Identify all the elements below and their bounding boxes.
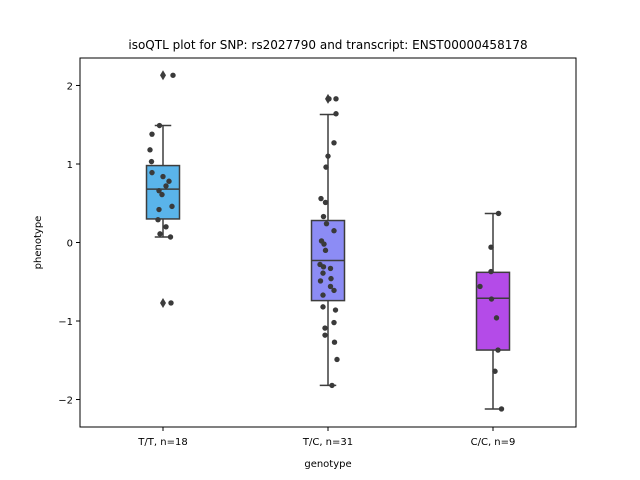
- data-point: [156, 122, 163, 129]
- y-axis: 2 1 0 −1 −2: [58, 81, 80, 407]
- chart-title: isoQTL plot for SNP: rs2027790 and trans…: [128, 38, 527, 52]
- data-point: [149, 169, 155, 176]
- box-group: [145, 70, 181, 308]
- data-point: [495, 210, 502, 217]
- data-point: [318, 195, 324, 202]
- data-point: [322, 199, 329, 206]
- outlier-marker: [160, 297, 166, 308]
- data-point: [321, 241, 327, 247]
- data-point: [320, 264, 327, 270]
- data-point: [331, 319, 337, 326]
- data-point: [331, 228, 337, 234]
- data-point: [157, 231, 163, 237]
- data-point: [333, 96, 339, 102]
- data-point: [477, 283, 483, 290]
- data-point: [148, 158, 155, 165]
- data-point: [493, 315, 500, 321]
- data-point: [327, 265, 334, 272]
- data-point: [160, 173, 166, 180]
- data-point: [320, 292, 326, 298]
- data-point: [322, 325, 328, 331]
- plot-area: [145, 70, 511, 412]
- data-point: [156, 187, 162, 194]
- data-point: [329, 382, 335, 389]
- data-point: [170, 72, 176, 78]
- strip-points: [317, 96, 340, 389]
- data-point: [488, 244, 494, 250]
- data-point: [147, 147, 153, 153]
- data-point: [167, 234, 174, 240]
- x-tick-label: T/C, n=31: [302, 437, 353, 448]
- data-point: [322, 247, 329, 254]
- data-point: [163, 224, 169, 230]
- data-point: [325, 153, 331, 159]
- data-point: [323, 164, 329, 170]
- data-point: [327, 283, 334, 290]
- plot-frame: [79, 57, 577, 428]
- y-axis-label: phenotype: [33, 216, 44, 270]
- data-point: [323, 220, 330, 227]
- data-point: [320, 304, 326, 310]
- data-point: [159, 191, 165, 198]
- y-tick-label: −2: [58, 396, 73, 407]
- x-axis-label: genotype: [304, 459, 351, 470]
- y-tick-label: 1: [67, 160, 73, 171]
- data-point: [331, 339, 338, 345]
- data-point: [317, 278, 324, 284]
- data-point: [155, 217, 161, 223]
- data-point: [495, 347, 501, 353]
- data-point: [332, 307, 339, 313]
- data-point: [492, 368, 498, 374]
- y-tick-label: 2: [67, 81, 73, 92]
- data-point: [322, 332, 328, 338]
- x-tick-label: C/C, n=9: [471, 437, 516, 448]
- strip-points: [147, 72, 176, 306]
- box-iqr: [475, 271, 511, 351]
- data-point: [168, 300, 174, 306]
- data-point: [320, 213, 327, 220]
- data-point: [488, 268, 494, 275]
- data-point: [156, 206, 162, 213]
- box-group: [475, 212, 511, 410]
- data-point: [333, 111, 339, 117]
- x-tick-label: T/T, n=18: [137, 437, 187, 448]
- strip-points: [477, 210, 505, 412]
- data-point: [149, 131, 155, 137]
- outlier-marker: [160, 70, 166, 81]
- data-point: [331, 140, 337, 146]
- data-point: [334, 356, 340, 363]
- data-point: [166, 178, 172, 184]
- y-tick-label: 0: [67, 239, 73, 250]
- x-axis: T/T, n=18 T/C, n=31 C/C, n=9: [137, 427, 515, 448]
- data-point: [488, 296, 495, 302]
- data-point: [169, 203, 175, 210]
- data-point: [326, 96, 332, 102]
- y-tick-label: −1: [58, 317, 73, 328]
- data-point: [328, 275, 334, 282]
- data-point: [498, 406, 505, 412]
- data-point: [163, 183, 169, 189]
- data-point: [331, 287, 337, 294]
- box-group: [310, 93, 346, 387]
- data-point: [320, 270, 326, 276]
